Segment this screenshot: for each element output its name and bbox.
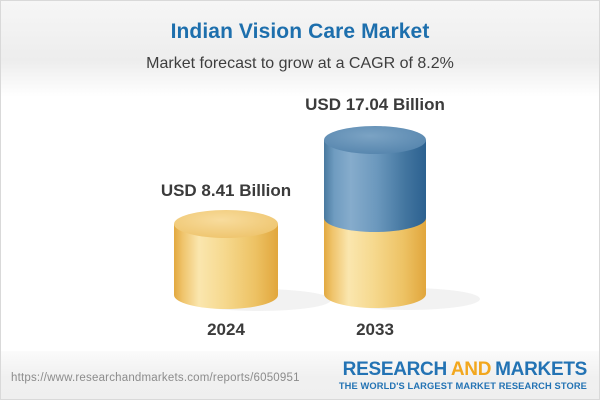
bar-2033-base-segment: [324, 218, 426, 308]
chart-header: Indian Vision Care Market Market forecas…: [1, 1, 599, 97]
bar-2033-growth-segment: [324, 140, 426, 232]
footer-bar: https://www.researchandmarkets.com/repor…: [1, 351, 599, 399]
chart-title: Indian Vision Care Market: [170, 20, 430, 43]
logo-word-research: RESEARCH: [342, 359, 448, 380]
category-label-2024: 2024: [207, 320, 245, 339]
logo-tagline: THE WORLD'S LARGEST MARKET RESEARCH STOR…: [338, 381, 587, 391]
category-label-2033: 2033: [356, 320, 394, 339]
logo-word-markets: MARKETS: [495, 359, 587, 380]
chart-subtitle: Market forecast to grow at a CAGR of 8.2…: [146, 55, 454, 72]
research-and-markets-logo: RESEARCH AND MARKETS THE WORLD'S LARGEST M…: [339, 360, 587, 391]
value-label-2024: USD 8.41 Billion: [160, 181, 292, 200]
bar-2024-cylinder-top: [174, 210, 278, 238]
bar-2033-cylinder-top: [324, 126, 426, 154]
report-url: https://www.researchandmarkets.com/repor…: [11, 372, 300, 384]
bar-2024-cylinder-body: [174, 224, 278, 309]
value-label-2033: USD 17.04 Billion: [305, 95, 445, 114]
logo-word-and: AND: [450, 359, 492, 380]
logo-wordmark: RESEARCH AND MARKETS: [339, 359, 588, 380]
